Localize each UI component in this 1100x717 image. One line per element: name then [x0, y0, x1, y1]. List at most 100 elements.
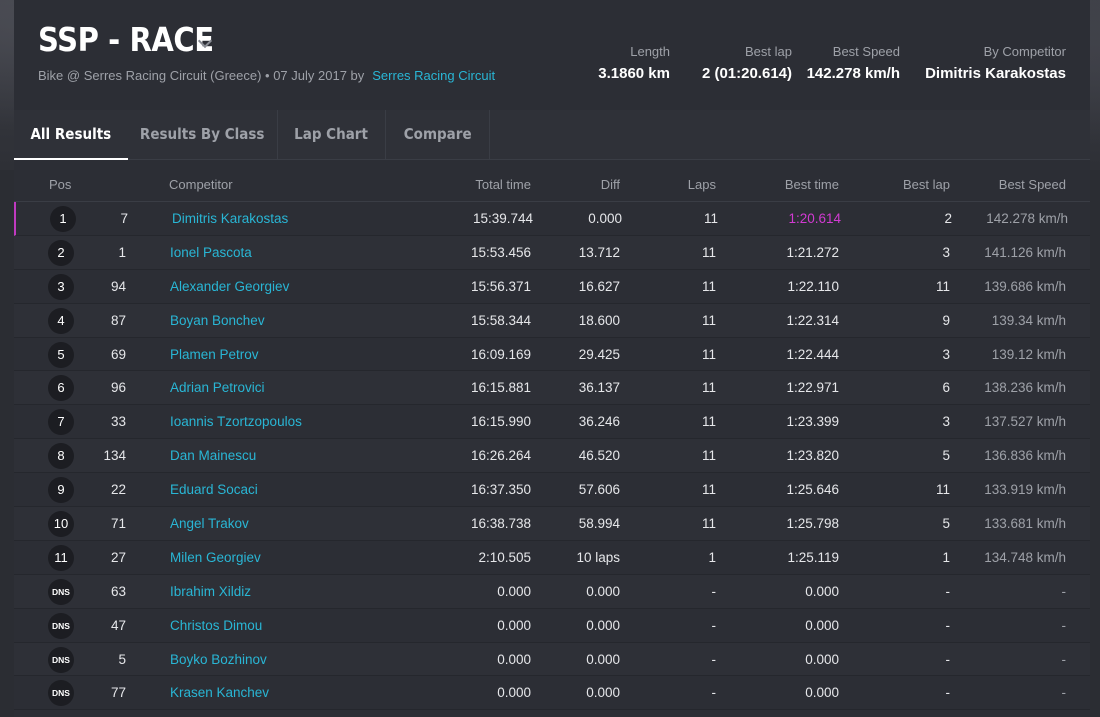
competitor-link[interactable]: Boyko Bozhinov — [170, 651, 267, 667]
tab-compare[interactable]: Compare — [386, 110, 490, 160]
position-badge: 10 — [48, 511, 74, 538]
position-badge: 9 — [48, 477, 74, 504]
competitor-link[interactable]: Ibrahim Xildiz — [170, 583, 252, 599]
total-time: 16:26.264 — [470, 448, 531, 464]
best-speed: 138.236 km/h — [984, 380, 1066, 396]
laps-count: 11 — [701, 482, 716, 498]
table-row[interactable]: DNS 47 Christos Dimou 0.000 0.000 - 0.000 - - — [14, 608, 1090, 643]
page-title: SSP - RACE — [38, 20, 214, 59]
best-time: 1:25.798 — [786, 516, 839, 532]
stat-best-lap: Best lap 2 (01:20.614) — [682, 44, 792, 82]
competitor-link[interactable]: Ioannis Tzortzopoulos — [170, 414, 302, 430]
bike-number: 69 — [110, 346, 126, 362]
competitor-link[interactable]: Ionel Pascota — [170, 244, 252, 260]
table-row[interactable]: 8 134 Dan Mainescu 16:26.264 46.520 11 1:23.82… — [14, 439, 1090, 474]
best-speed: 133.681 km/h — [984, 516, 1066, 532]
column-header-competitor[interactable]: Competitor — [169, 177, 233, 192]
competitor-link[interactable]: Alexander Georgiev — [170, 278, 290, 294]
competitor-link[interactable]: Krasen Kanchev — [170, 685, 270, 701]
competitor-link[interactable]: Milen Georgiev — [170, 549, 261, 565]
best-lap: - — [945, 651, 951, 667]
event-subtitle-text: Bike @ Serres Racing Circuit (Greece) • … — [38, 68, 365, 83]
best-lap: 9 — [942, 312, 950, 328]
competitor-link[interactable]: Dan Mainescu — [170, 448, 257, 464]
best-time: 0.000 — [805, 583, 839, 599]
competitor-link[interactable]: Angel Trakov — [170, 516, 249, 532]
stat-label: Best lap — [745, 44, 792, 59]
competitor-link[interactable]: Eduard Socaci — [170, 482, 258, 498]
position-badge: 1 — [50, 206, 76, 232]
column-header-total-time[interactable]: Total time — [475, 177, 531, 192]
tab-lap-chart[interactable]: Lap Chart — [278, 110, 386, 160]
diff-value: 29.425 — [578, 346, 620, 362]
table-row[interactable]: DNS 5 Boyko Bozhinov 0.000 0.000 - 0.000 - - — [14, 642, 1090, 677]
column-header-pos[interactable]: Pos — [49, 177, 72, 192]
table-row[interactable]: 1 7 Dimitris Karakostas 15:39.744 0.000 11 1:2… — [14, 202, 1090, 236]
total-time: 16:15.881 — [470, 380, 531, 396]
table-row[interactable]: 10 71 Angel Trakov 16:38.738 58.994 11 1:25.79… — [14, 507, 1090, 541]
best-time: 1:22.971 — [786, 380, 839, 396]
laps-count: - — [711, 685, 717, 701]
tab-results-by-class[interactable]: Results By Class — [128, 110, 278, 160]
position-badge: 3 — [48, 273, 74, 300]
column-header-diff[interactable]: Diff — [600, 177, 620, 192]
competitor-link[interactable]: Adrian Petrovici — [170, 380, 265, 396]
results-panel: SSP - RACE Bike @ Serres Racing Circuit … — [14, 0, 1090, 717]
best-speed: 139.34 km/h — [991, 312, 1066, 328]
position-badge: 8 — [48, 443, 74, 470]
stat-value: 2 (01:20.614) — [701, 65, 792, 82]
laps-count: - — [711, 651, 717, 667]
competitor-link[interactable]: Plamen Petrov — [170, 346, 259, 362]
stat-value: 3.1860 km — [598, 65, 670, 82]
laps-count: 11 — [701, 380, 716, 396]
column-header-best-speed[interactable]: Best Speed — [998, 177, 1066, 192]
column-header-best-lap[interactable]: Best lap — [903, 177, 950, 192]
table-row[interactable]: 2 1 Ionel Pascota 15:53.456 13.712 11 1:21.272… — [14, 235, 1090, 270]
best-speed: - — [1061, 583, 1067, 599]
diff-value: 13.712 — [578, 244, 620, 260]
table-row[interactable]: DNS 77 Krasen Kanchev 0.000 0.000 - 0.000 - - — [14, 676, 1090, 711]
table-row[interactable]: 6 96 Adrian Petrovici 16:15.881 36.137 11 1:22… — [14, 371, 1090, 406]
table-row[interactable]: DNS 63 Ibrahim Xildiz 0.000 0.000 - 0.000 - - — [14, 574, 1090, 609]
best-lap: 3 — [942, 244, 950, 260]
bike-number: 47 — [110, 617, 126, 633]
competitor-link[interactable]: Christos Dimou — [170, 617, 263, 633]
total-time: 16:37.350 — [470, 482, 531, 498]
table-row[interactable]: 7 33 Ioannis Tzortzopoulos 16:15.990 36.246 1… — [14, 405, 1090, 440]
stat-value: 142.278 km/h — [806, 65, 900, 82]
table-row[interactable]: 4 87 Boyan Bonchev 15:58.344 18.600 11 1:22.31… — [14, 303, 1090, 338]
total-time: 0.000 — [497, 685, 531, 701]
best-time: 1:25.646 — [786, 482, 839, 498]
competitor-link[interactable]: Boyan Bonchev — [170, 312, 265, 328]
diff-value: 10 laps — [576, 549, 620, 565]
column-header-laps[interactable]: Laps — [687, 177, 716, 192]
best-time: 0.000 — [805, 651, 839, 667]
best-lap: 5 — [942, 516, 950, 532]
stat-label: Length — [630, 44, 670, 59]
results-table: Pos Competitor Total time Diff Laps Best… — [14, 168, 1090, 711]
best-speed: - — [1061, 617, 1067, 633]
column-header-best-time[interactable]: Best time — [784, 177, 839, 192]
tab-all-results[interactable]: All Results — [14, 110, 128, 160]
total-time: 15:39.744 — [472, 211, 533, 226]
best-lap: 11 — [935, 278, 950, 294]
best-lap: 11 — [935, 482, 950, 498]
total-time: 16:38.738 — [470, 516, 531, 532]
best-speed: 133.919 km/h — [984, 482, 1066, 498]
best-time: 1:22.314 — [786, 312, 839, 328]
bike-number: 7 — [120, 211, 128, 226]
best-lap: 6 — [942, 380, 950, 396]
table-row[interactable]: 9 22 Eduard Socaci 16:37.350 57.606 11 1:25.64… — [14, 473, 1090, 508]
best-time: 1:25.119 — [787, 549, 839, 565]
table-row[interactable]: 3 94 Alexander Georgiev 15:56.371 16.627 11 1:… — [14, 269, 1090, 304]
competitor-link[interactable]: Dimitris Karakostas — [172, 211, 289, 226]
diff-value: 16.627 — [578, 278, 620, 294]
total-time: 2:10.505 — [478, 549, 531, 565]
best-speed: 139.686 km/h — [984, 278, 1066, 294]
best-time: 1:22.110 — [787, 278, 839, 294]
table-row[interactable]: 11 27 Milen Georgiev 2:10.505 10 laps 1 1:25.1… — [14, 540, 1090, 575]
organizer-link[interactable]: Serres Racing Circuit — [372, 68, 496, 83]
best-speed: 137.527 km/h — [984, 414, 1066, 430]
bike-number: 96 — [110, 380, 126, 396]
table-row[interactable]: 5 69 Plamen Petrov 16:09.169 29.425 11 1:22.44… — [14, 337, 1090, 372]
